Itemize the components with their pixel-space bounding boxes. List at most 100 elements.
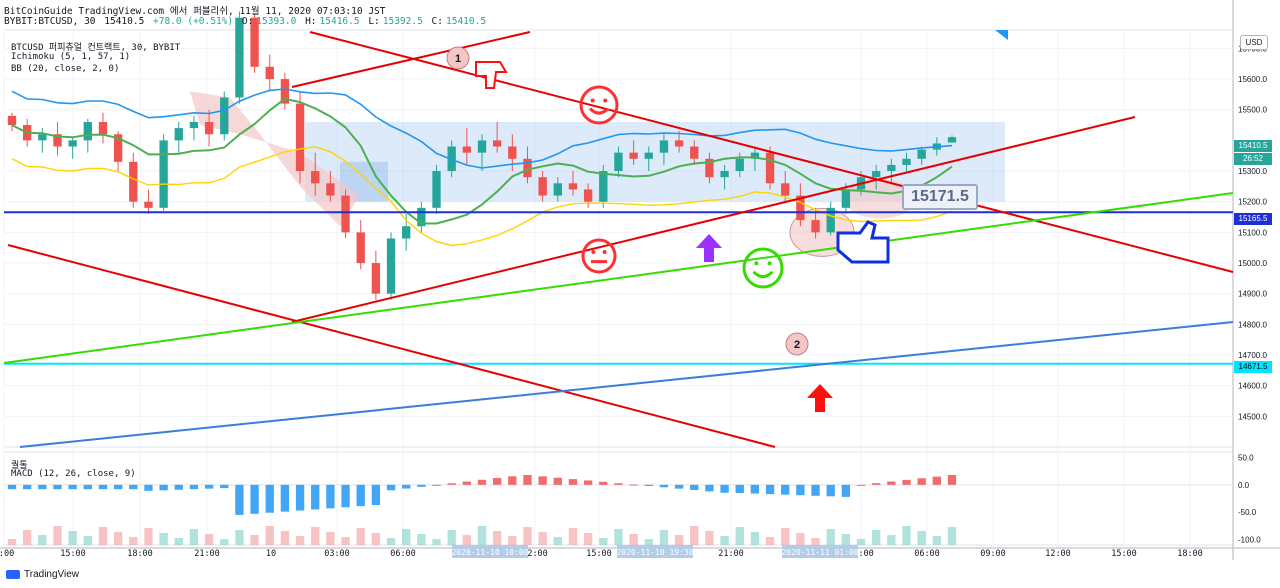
thumbs-down-icon	[475, 61, 508, 89]
candle-body	[402, 226, 411, 239]
candle-body	[508, 146, 517, 159]
publish-line: BitCoinGuide TradingView.com 에서 퍼블리쉬, 11…	[4, 6, 386, 17]
macd-histogram-bar	[735, 484, 744, 494]
bb-upper-line	[11, 88, 953, 169]
price-tick-label: 14500.0	[1238, 412, 1267, 421]
legend-bb[interactable]: BB (20, close, 2, 0)	[11, 64, 120, 74]
macd-histogram-bar	[614, 483, 623, 485]
macd-histogram-bar	[83, 484, 92, 490]
volume-bar	[113, 532, 123, 545]
high-label: H:	[305, 16, 317, 27]
candle-body	[781, 183, 790, 196]
macd-histogram-bar	[341, 484, 350, 508]
face-outline	[579, 85, 619, 125]
volume-bar	[781, 528, 790, 545]
macd-histogram-bar	[386, 484, 396, 491]
volume-bar	[53, 526, 62, 545]
legend-ichimoku[interactable]: Ichimoku (5, 1, 57, 1)	[11, 52, 131, 62]
candle-body	[159, 140, 168, 208]
volume-bar	[7, 539, 17, 545]
ichimoku-lead-line	[11, 146, 953, 247]
macd-histogram-bar	[523, 474, 532, 485]
macd-histogram-bar	[129, 484, 138, 490]
volume-bar	[38, 535, 47, 545]
macd-histogram-bar	[902, 479, 911, 485]
candle-body	[947, 137, 957, 143]
legend-symbol[interactable]: BTCUSD 퍼피츄얼 컨트랙트, 30, BYBIT	[11, 43, 181, 53]
candle-body	[462, 146, 472, 153]
candle-body	[371, 263, 381, 294]
price-tick-label: 15600.0	[1238, 75, 1267, 84]
candle-body	[902, 158, 911, 165]
macd-histogram-bar	[250, 484, 259, 514]
volume-bar	[402, 529, 411, 545]
candle-body	[644, 152, 653, 159]
face-outline	[742, 247, 784, 289]
volume-bar	[932, 536, 942, 545]
time-highlight-label: 2020-11-11 01:00	[781, 548, 858, 557]
macd-histogram-bar	[705, 484, 714, 492]
time-highlight-bg	[782, 545, 858, 558]
time-tick-label: 15:00	[1111, 549, 1137, 559]
volume-bar	[811, 538, 820, 545]
face-eye	[603, 98, 608, 103]
candle-body	[265, 66, 274, 80]
macd-histogram-bar	[402, 484, 411, 489]
neutral-face-icon	[581, 238, 617, 274]
volume-bar	[386, 538, 396, 545]
volume-bar	[568, 528, 578, 545]
candle-body	[7, 115, 17, 126]
volume-bar	[796, 533, 805, 545]
macd-histogram-bar	[113, 484, 123, 490]
macd-histogram-bar	[22, 484, 32, 490]
legend-macd[interactable]: MACD (12, 26, close, 9)	[11, 469, 136, 479]
volume-bar	[280, 531, 290, 545]
macd-histogram-bar	[720, 484, 729, 493]
candle-body	[204, 121, 214, 135]
macd-histogram-bar	[144, 484, 153, 491]
volume-bar	[690, 526, 699, 545]
candle-body	[659, 140, 669, 153]
volume-bar	[750, 532, 760, 545]
macd-histogram-bar	[311, 484, 320, 510]
marker-1: 1	[446, 46, 470, 70]
volume-bar	[872, 530, 881, 545]
volume-bar	[447, 530, 456, 545]
macd-histogram-bar	[750, 484, 760, 494]
currency-button[interactable]: USD	[1240, 35, 1268, 50]
time-highlight-label: 2020-11-10 19:30	[616, 548, 693, 557]
candle-body	[917, 149, 926, 159]
marker-2-label: 2	[794, 339, 800, 351]
candle-body	[826, 207, 835, 233]
legend-macd-group[interactable]: 퀄톨	[11, 461, 28, 471]
volume-bar	[189, 529, 199, 545]
volume-bar	[235, 530, 244, 545]
macd-histogram-bar	[204, 484, 214, 489]
change-value: +78.0 (+0.51%)	[153, 16, 234, 27]
price-callout[interactable]: 15171.5	[902, 184, 978, 210]
marker-2: 2	[785, 332, 809, 356]
face-mouth	[588, 107, 610, 115]
time-tick-label: 06:00	[390, 549, 416, 559]
volume-bar	[705, 531, 714, 545]
macd-histogram-bar	[7, 484, 17, 490]
candle-body	[144, 201, 153, 208]
macd-histogram-bar	[220, 484, 229, 489]
candle-body	[599, 171, 608, 202]
volume-bar	[98, 527, 108, 545]
ichimoku-cloud	[190, 91, 360, 227]
macd-histogram-bar	[826, 484, 835, 497]
volume-bar	[553, 537, 562, 545]
volume-bar	[417, 534, 426, 545]
volume-bar	[538, 532, 547, 545]
macd-histogram-bar	[447, 483, 456, 485]
blue-corner-marker-icon	[995, 30, 1008, 40]
macd-histogram-bar	[432, 484, 441, 486]
macd-histogram-bar	[98, 484, 108, 490]
red-trendline-down	[7, 244, 776, 448]
candle-body	[220, 97, 229, 135]
macd-histogram-bar	[38, 484, 47, 490]
tradingview-logo-icon	[6, 570, 20, 579]
